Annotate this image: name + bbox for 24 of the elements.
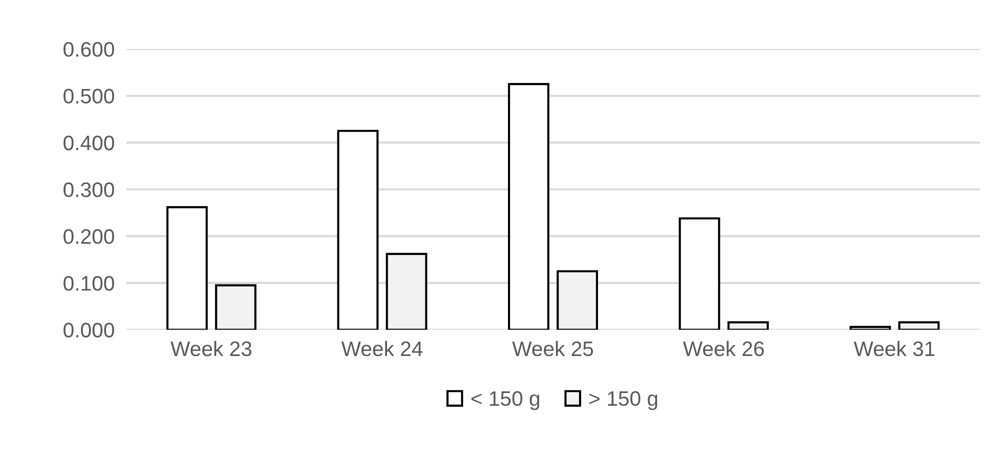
bar (850, 326, 891, 330)
bar (898, 321, 940, 330)
bar (215, 284, 256, 330)
bar (337, 130, 379, 330)
x-tick-label: Week 24 (341, 340, 423, 356)
bar (556, 270, 598, 330)
x-tick-label: Week 25 (512, 340, 594, 356)
y-tick-label: 0.500 (64, 88, 114, 104)
bar (166, 206, 208, 330)
x-tick-label: Week 26 (682, 340, 764, 356)
x-tick-label: Week 23 (170, 340, 252, 356)
bar (386, 252, 428, 330)
bar (727, 321, 769, 330)
x-tick-label: Week 31 (854, 340, 935, 356)
bar (678, 217, 720, 330)
legend-label: > 150 g (589, 391, 658, 410)
y-tick-label: 0.100 (64, 276, 114, 291)
y-tick-label: 0.400 (64, 136, 114, 150)
y-tick-label: 0.300 (64, 182, 114, 198)
y-tick-label: 0.000 (64, 322, 114, 338)
y-tick-label: 0.200 (64, 229, 114, 244)
legend-label: < 150 g (471, 391, 540, 410)
bar (508, 83, 550, 330)
y-tick-label: 0.600 (64, 42, 114, 57)
